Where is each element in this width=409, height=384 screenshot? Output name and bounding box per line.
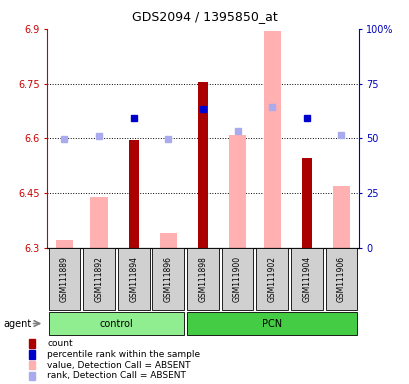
Bar — [198, 82, 207, 248]
Text: GSM111898: GSM111898 — [198, 257, 207, 302]
Text: GSM111896: GSM111896 — [164, 257, 173, 302]
Text: rank, Detection Call = ABSENT: rank, Detection Call = ABSENT — [47, 371, 186, 381]
Text: GSM111900: GSM111900 — [232, 256, 241, 303]
Bar — [256, 248, 288, 310]
Bar — [332, 185, 349, 248]
Text: PCN: PCN — [261, 318, 281, 329]
Bar — [90, 197, 108, 248]
Text: GSM111906: GSM111906 — [336, 256, 345, 303]
Bar — [325, 248, 357, 310]
Text: agent: agent — [3, 318, 31, 329]
Bar — [128, 140, 138, 248]
Bar — [56, 240, 73, 248]
Text: GSM111889: GSM111889 — [60, 257, 69, 302]
Text: percentile rank within the sample: percentile rank within the sample — [47, 350, 200, 359]
Bar — [290, 248, 322, 310]
Bar — [83, 248, 115, 310]
Bar — [117, 248, 149, 310]
Bar — [263, 31, 280, 248]
Text: GSM111902: GSM111902 — [267, 257, 276, 302]
Bar — [228, 134, 246, 248]
Text: control: control — [99, 318, 133, 329]
Bar — [159, 233, 177, 248]
Bar — [48, 312, 184, 335]
Bar — [221, 248, 253, 310]
Bar — [187, 312, 357, 335]
Text: GSM111904: GSM111904 — [301, 256, 310, 303]
Bar — [48, 248, 80, 310]
Text: GDS2094 / 1395850_at: GDS2094 / 1395850_at — [132, 10, 277, 23]
Bar — [301, 158, 311, 248]
Bar — [152, 248, 184, 310]
Text: GSM111892: GSM111892 — [94, 257, 103, 302]
Text: value, Detection Call = ABSENT: value, Detection Call = ABSENT — [47, 361, 190, 370]
Text: GSM111894: GSM111894 — [129, 257, 138, 302]
Text: count: count — [47, 339, 73, 348]
Bar — [187, 248, 218, 310]
